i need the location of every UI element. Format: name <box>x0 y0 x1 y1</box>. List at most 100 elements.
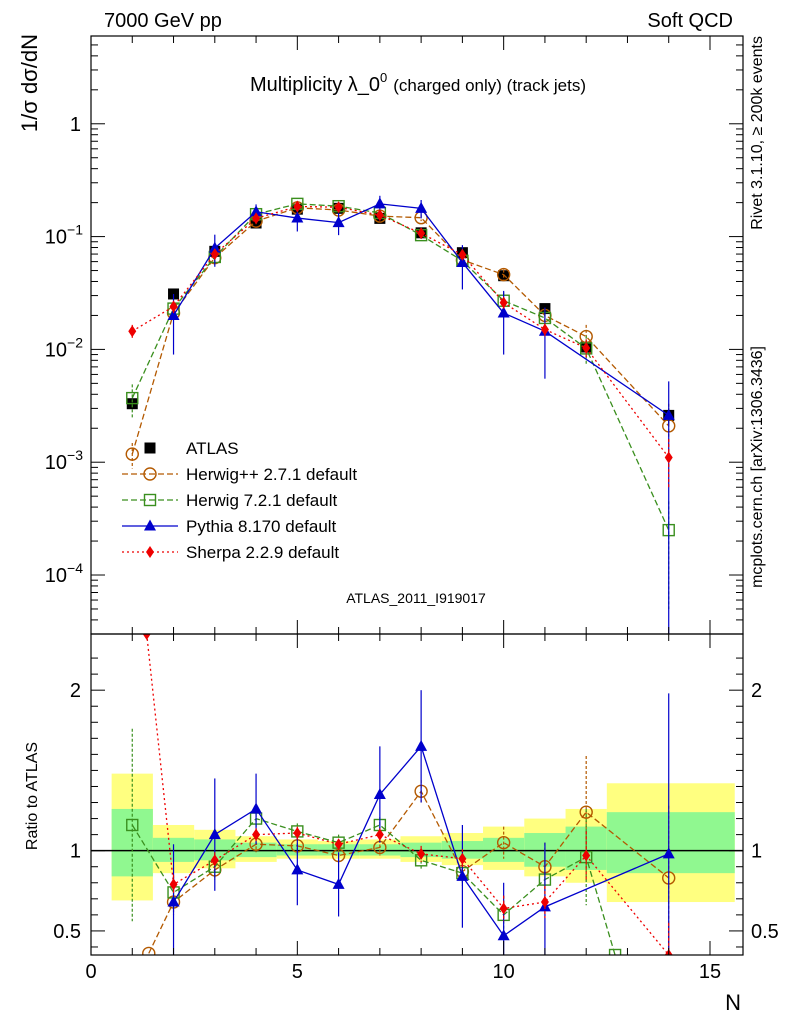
legend-label: ATLAS <box>186 439 239 458</box>
ratio-y-tick-label-left: 0.5 <box>53 921 81 943</box>
ratio-y-tick-label-right: 1 <box>751 841 762 863</box>
data-point <box>417 227 426 240</box>
data-point <box>250 802 263 814</box>
data-point <box>293 200 302 213</box>
data-point <box>167 895 180 907</box>
data-point <box>662 847 675 859</box>
ratio-plot-frame <box>90 633 744 956</box>
data-point <box>373 788 386 799</box>
y-tick-label-exp: −2 <box>67 334 83 350</box>
watermark: ATLAS_2011_I919017 <box>346 590 486 606</box>
ratio-y-tick-label-left: 1 <box>70 841 81 863</box>
data-point <box>208 241 221 253</box>
data-point <box>293 827 302 840</box>
y-tick-label: 10−4 <box>45 560 83 587</box>
y-axis-label: 1/σ dσ/dN <box>17 34 42 132</box>
y-tick-label-base: 10 <box>45 339 67 361</box>
legend-label: Herwig++ 2.7.1 default <box>186 465 357 484</box>
legend-label: Pythia 8.170 default <box>186 517 337 536</box>
data-point <box>608 948 622 955</box>
y-tick-label-base: 10 <box>45 227 67 249</box>
data-point <box>582 341 591 354</box>
data-point <box>291 211 304 223</box>
y-tick-label-base: 10 <box>45 452 67 474</box>
legend-entry: Herwig 7.2.1 default <box>122 491 337 510</box>
band-green-12 <box>606 812 735 874</box>
chart-title-sup: 0 <box>380 70 387 85</box>
y-tick-label-base: 10 <box>45 565 67 587</box>
data-point <box>167 308 180 320</box>
data-point <box>291 863 304 875</box>
chart-title-suffix: (charged only) (track jets) <box>393 76 586 95</box>
data-point <box>142 634 151 640</box>
data-point <box>456 255 469 267</box>
data-point <box>250 205 263 217</box>
chart-title: Multiplicity λ_00 (charged only) (track j… <box>250 70 586 96</box>
data-point <box>497 929 510 941</box>
data-point <box>456 869 469 881</box>
data-point <box>128 325 137 338</box>
data-point <box>458 852 467 865</box>
mcplots-label: mcplots.cern.ch [arXiv:1306.3436] <box>749 346 766 588</box>
legend-entry: ATLAS <box>144 439 239 458</box>
data-point <box>415 201 428 213</box>
legend-marker <box>144 519 156 531</box>
ratio-y-tick-label-right: 2 <box>751 680 762 702</box>
data-point <box>582 849 591 862</box>
x-axis-label: N <box>725 990 741 1015</box>
data-point <box>125 447 139 461</box>
legend-entry: Sherpa 2.2.9 default <box>122 543 339 562</box>
data-point <box>496 267 511 282</box>
y-tick-label-exp: −4 <box>67 560 83 576</box>
data-point <box>458 248 467 261</box>
rivet-version-label: Rivet 3.1.10, ≥ 200k events <box>749 36 766 230</box>
data-point <box>142 946 156 955</box>
data-point <box>252 828 261 841</box>
legend-entry: Pythia 8.170 default <box>122 517 337 536</box>
data-point <box>375 209 384 222</box>
data-point <box>332 216 345 228</box>
data-point <box>252 212 261 225</box>
data-point <box>126 391 139 405</box>
data-point <box>499 902 508 915</box>
data-point <box>169 878 178 891</box>
data-point <box>496 835 511 850</box>
y-tick-label-exp: −3 <box>67 447 83 463</box>
legend-label: Herwig 7.2.1 default <box>186 491 337 510</box>
x-tick-label: 0 <box>85 961 96 983</box>
header-right: Soft QCD <box>647 10 733 32</box>
legend-marker <box>143 467 157 481</box>
main-series-4 <box>128 200 673 488</box>
header-left: 7000 GeV pp <box>104 10 222 32</box>
chart-title-main: Multiplicity λ_0 <box>250 74 380 96</box>
y-tick-label: 1 <box>70 114 81 136</box>
data-point <box>210 854 219 867</box>
data-point <box>497 306 510 318</box>
legend-marker <box>144 442 156 454</box>
y-tick-label: 10−1 <box>45 222 83 249</box>
x-tick-label: 10 <box>493 961 515 983</box>
data-point <box>210 248 219 261</box>
legend-marker <box>143 493 157 507</box>
data-point <box>208 828 221 840</box>
ratio-series-4 <box>142 634 673 955</box>
data-point <box>499 296 508 309</box>
data-point <box>334 201 343 214</box>
data-point <box>334 838 343 851</box>
legend: ATLAS Herwig++ 2.7.1 default Herwig 7.2.1 … <box>122 439 357 562</box>
y-tick-label: 10−3 <box>45 447 83 474</box>
legend-entry: Herwig++ 2.7.1 default <box>122 465 357 484</box>
y-tick-label-exp: −1 <box>67 222 83 238</box>
data-point <box>375 828 384 841</box>
x-tick-label: 15 <box>699 961 721 983</box>
data-point <box>373 197 386 209</box>
data-point <box>126 818 139 832</box>
data-point <box>579 805 593 819</box>
x-tick-label: 5 <box>292 961 303 983</box>
ratio-y-axis-label: Ratio to ATLAS <box>24 742 41 850</box>
ratio-y-tick-label-right: 0.5 <box>751 921 779 943</box>
data-point <box>415 739 428 751</box>
